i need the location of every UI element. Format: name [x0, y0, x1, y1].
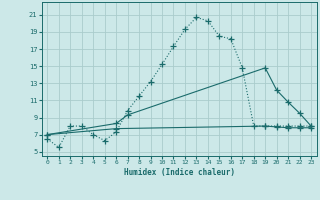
X-axis label: Humidex (Indice chaleur): Humidex (Indice chaleur)	[124, 168, 235, 177]
